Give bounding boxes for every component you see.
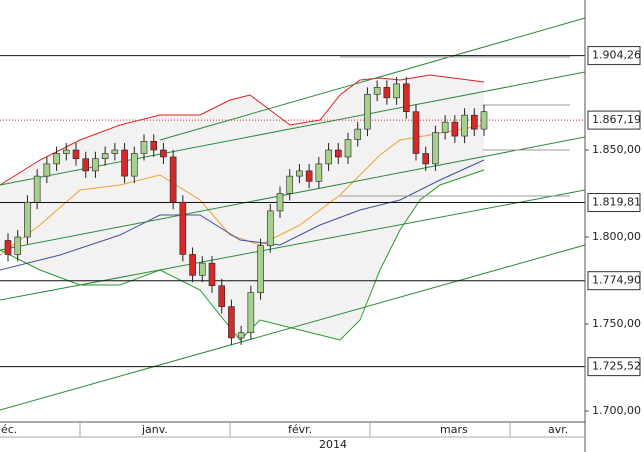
candle-body bbox=[218, 285, 226, 307]
candle-body bbox=[62, 149, 70, 154]
candle-body bbox=[286, 175, 294, 194]
level-label: 1.904,26 bbox=[592, 49, 641, 62]
candle-body bbox=[228, 306, 235, 339]
candle-body bbox=[208, 262, 216, 287]
candle-body bbox=[169, 156, 177, 203]
level-box bbox=[587, 193, 641, 213]
candle-body bbox=[24, 201, 31, 238]
month-label: janv. bbox=[141, 423, 168, 436]
candle-body bbox=[179, 201, 187, 255]
candle-body bbox=[325, 149, 332, 165]
candle-body bbox=[43, 163, 51, 177]
level-box bbox=[587, 357, 641, 377]
candle-body bbox=[111, 149, 119, 154]
y-tick-label: 1.850,00 bbox=[592, 143, 641, 156]
level-label: 1.774,90 bbox=[592, 274, 641, 287]
candle-body bbox=[82, 158, 90, 172]
candle-body bbox=[257, 245, 264, 294]
bollinger-band bbox=[0, 75, 484, 340]
candle-body bbox=[402, 83, 410, 113]
candle-body bbox=[470, 114, 478, 130]
candle-body bbox=[237, 332, 245, 339]
candle-body bbox=[373, 87, 381, 95]
x-axis: déc. janv. févr. mars avr. 2014 bbox=[0, 421, 585, 451]
candle-body bbox=[33, 175, 41, 203]
candle-body bbox=[140, 141, 148, 154]
y-tick-label: 1.750,00 bbox=[592, 317, 641, 330]
moving-average-short bbox=[0, 124, 485, 256]
candle-body bbox=[441, 121, 449, 133]
candle-body bbox=[354, 128, 362, 140]
candle-body bbox=[92, 158, 99, 172]
candle-body bbox=[334, 149, 342, 158]
candle-body bbox=[432, 132, 439, 165]
candle-body bbox=[189, 254, 196, 276]
candle-body bbox=[53, 153, 60, 165]
levels bbox=[0, 55, 585, 368]
level-label: 1.867,19 bbox=[592, 113, 641, 126]
candle-body bbox=[383, 87, 391, 99]
candle-body bbox=[296, 170, 303, 177]
candle-body bbox=[364, 94, 371, 130]
candle-body bbox=[422, 153, 430, 165]
candle-body bbox=[393, 83, 400, 99]
candle-body bbox=[101, 153, 109, 160]
level-label: 1.725,52 bbox=[592, 360, 641, 373]
month-label: févr. bbox=[288, 423, 312, 436]
candle-body bbox=[150, 141, 158, 151]
candle-body bbox=[247, 292, 255, 334]
candle-body bbox=[130, 153, 138, 177]
trend-line bbox=[0, 189, 586, 301]
candle-body bbox=[198, 262, 206, 276]
trend-line bbox=[0, 244, 586, 411]
level-label: 1.819,81 bbox=[592, 196, 641, 209]
bollinger-lower bbox=[0, 169, 485, 341]
moving-average-long bbox=[0, 159, 485, 271]
y-tick-label: 1.800,00 bbox=[592, 230, 641, 243]
trend-line bbox=[159, 17, 586, 141]
candle-body bbox=[344, 139, 352, 158]
level-box bbox=[587, 46, 641, 66]
candle-body bbox=[412, 111, 420, 154]
level-box bbox=[587, 271, 641, 291]
candle-body bbox=[305, 170, 313, 182]
candle-body bbox=[266, 210, 274, 247]
candle-body bbox=[160, 149, 167, 158]
month-label: avr. bbox=[548, 423, 568, 436]
candles bbox=[4, 76, 488, 345]
candle-body bbox=[315, 163, 323, 182]
year-label: 2014 bbox=[319, 438, 347, 451]
candle-body bbox=[480, 111, 488, 130]
candle-body bbox=[461, 114, 468, 137]
level-box bbox=[587, 110, 641, 130]
month-label: mars bbox=[440, 423, 468, 436]
bollinger-upper bbox=[0, 74, 485, 186]
y-axis-labels: 1.850,00 1.800,00 1.750,00 1.700,00 1.904,26… bbox=[585, 46, 641, 417]
candle-body bbox=[121, 149, 128, 177]
candle-body bbox=[14, 236, 22, 255]
y-tick-label: 1.700,00 bbox=[592, 404, 641, 417]
month-label: déc. bbox=[0, 423, 17, 436]
candle-body bbox=[451, 121, 459, 137]
candle-body bbox=[276, 193, 284, 212]
candle-body bbox=[72, 149, 80, 160]
candle-body bbox=[4, 240, 12, 255]
